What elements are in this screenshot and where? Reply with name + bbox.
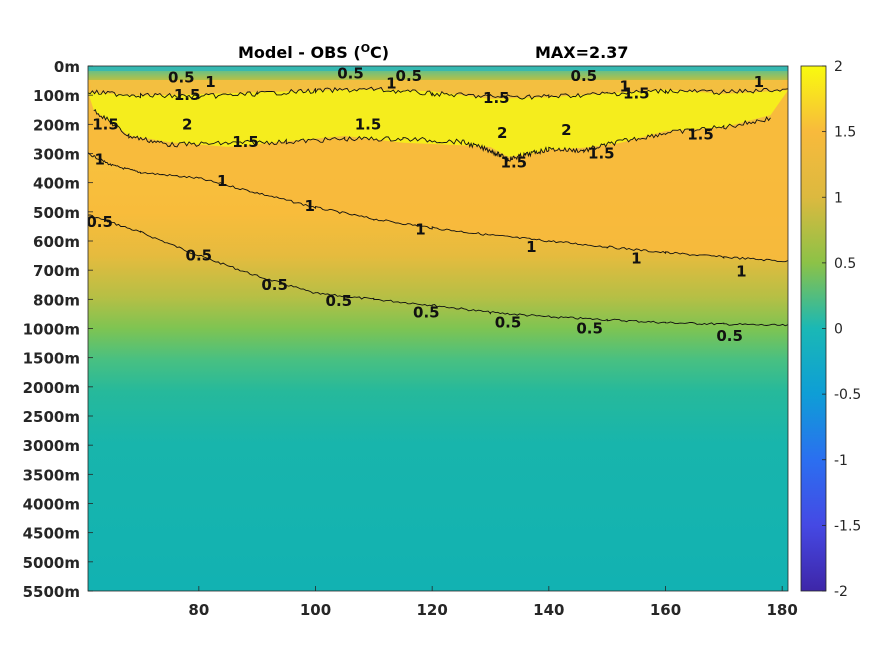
contour-label: 1 [631, 250, 641, 268]
contour-label: 0.5 [396, 67, 423, 85]
contour-label: 1.5 [174, 86, 201, 104]
y-tick-label: 4500m [23, 525, 80, 543]
contour-label: 1 [736, 263, 746, 281]
contour-label: 1 [754, 73, 764, 91]
contour-label: 1.5 [355, 115, 382, 133]
y-tick-label: 400m [33, 175, 80, 193]
x-tick-label: 180 [767, 601, 798, 619]
contour-label: 1.5 [623, 85, 650, 103]
colorbar-tick-label: 1.5 [834, 125, 856, 141]
y-tick-label: 500m [33, 204, 80, 222]
colorbar-tick-label: 0 [834, 322, 843, 338]
y-tick-label: 5000m [23, 554, 80, 572]
contour-label: 2 [497, 124, 507, 142]
contour-label: 2 [182, 115, 192, 133]
contour-label: 1.5 [687, 126, 714, 144]
contour-label: 1 [217, 172, 227, 190]
x-tick-label: 160 [650, 601, 681, 619]
y-tick-label: 5500m [23, 583, 80, 601]
contour-label: 1.5 [501, 153, 528, 171]
contour-label: 1 [304, 197, 314, 215]
contour-label: 0.5 [413, 303, 440, 321]
y-tick-label: 3500m [23, 466, 80, 484]
chart-title: Model - OBS (OC) [238, 42, 389, 62]
colorbar-tick-label: -0.5 [834, 387, 861, 403]
contour-label: 1 [415, 220, 425, 238]
x-tick-label: 80 [188, 601, 209, 619]
y-tick-label: 2000m [23, 379, 80, 397]
y-tick-label: 800m [33, 291, 80, 309]
contour-label: 1 [94, 150, 104, 168]
x-tick-label: 100 [300, 601, 331, 619]
contour-label: 1 [386, 75, 396, 93]
contour-label: 0.5 [86, 213, 113, 231]
colorbar-tick-label: -2 [834, 584, 848, 600]
y-tick-label: 100m [33, 87, 80, 105]
y-tick-label: 600m [33, 233, 80, 251]
y-tick-label: 700m [33, 262, 80, 280]
contour-label: 0.5 [168, 69, 195, 87]
colorbar-tick-label: 1 [834, 190, 843, 206]
contour-line [88, 152, 788, 263]
contour-line [88, 86, 788, 100]
contour-label: 0.5 [261, 276, 288, 294]
colorbar-tick-label: 0.5 [834, 256, 856, 272]
y-tick-label: 1500m [23, 350, 80, 368]
contour-label: 0.5 [576, 320, 603, 338]
contour-label: 2 [561, 121, 571, 139]
contour-line [93, 108, 771, 162]
y-tick-label: 0m [54, 58, 80, 76]
heatmap-field: 0.50.50.50.50.50.5 0.5 0.511111111.51.51.5… [86, 64, 788, 591]
contour-label: 1.5 [588, 145, 615, 163]
contour-label: 1 [526, 238, 536, 256]
contour-label: 0.5 [337, 64, 364, 82]
y-tick-label: 4000m [23, 496, 80, 514]
contour-label: 0.5 [495, 314, 522, 332]
max-label: MAX=2.37 [535, 43, 629, 62]
contour-label: 1 [619, 77, 629, 95]
y-tick-label: 1000m [23, 321, 80, 339]
y-tick-label: 300m [33, 146, 80, 164]
x-tick-label: 140 [533, 601, 564, 619]
y-tick-label: 3000m [23, 437, 80, 455]
x-tick-label: 120 [417, 601, 448, 619]
contour-label: 0.5 [186, 247, 213, 265]
colorbar-tick-label: -1.5 [834, 518, 861, 534]
y-tick-label: 200m [33, 116, 80, 134]
colorbar-tick-label: 2 [834, 59, 843, 75]
contour-label: 1 [205, 73, 215, 91]
contour-label: 1.5 [92, 115, 119, 133]
y-tick-label: 2500m [23, 408, 80, 426]
contour-line [88, 214, 788, 327]
colorbar-tick-label: -1 [834, 453, 848, 469]
contour-label: 0.5 [716, 327, 743, 345]
contour-label: 0.5 [326, 292, 353, 310]
contour-label: 1.5 [232, 133, 259, 151]
contour-label: 0.5 [571, 67, 598, 85]
contour-label: 1.5 [483, 89, 510, 107]
colorbar [800, 65, 827, 592]
